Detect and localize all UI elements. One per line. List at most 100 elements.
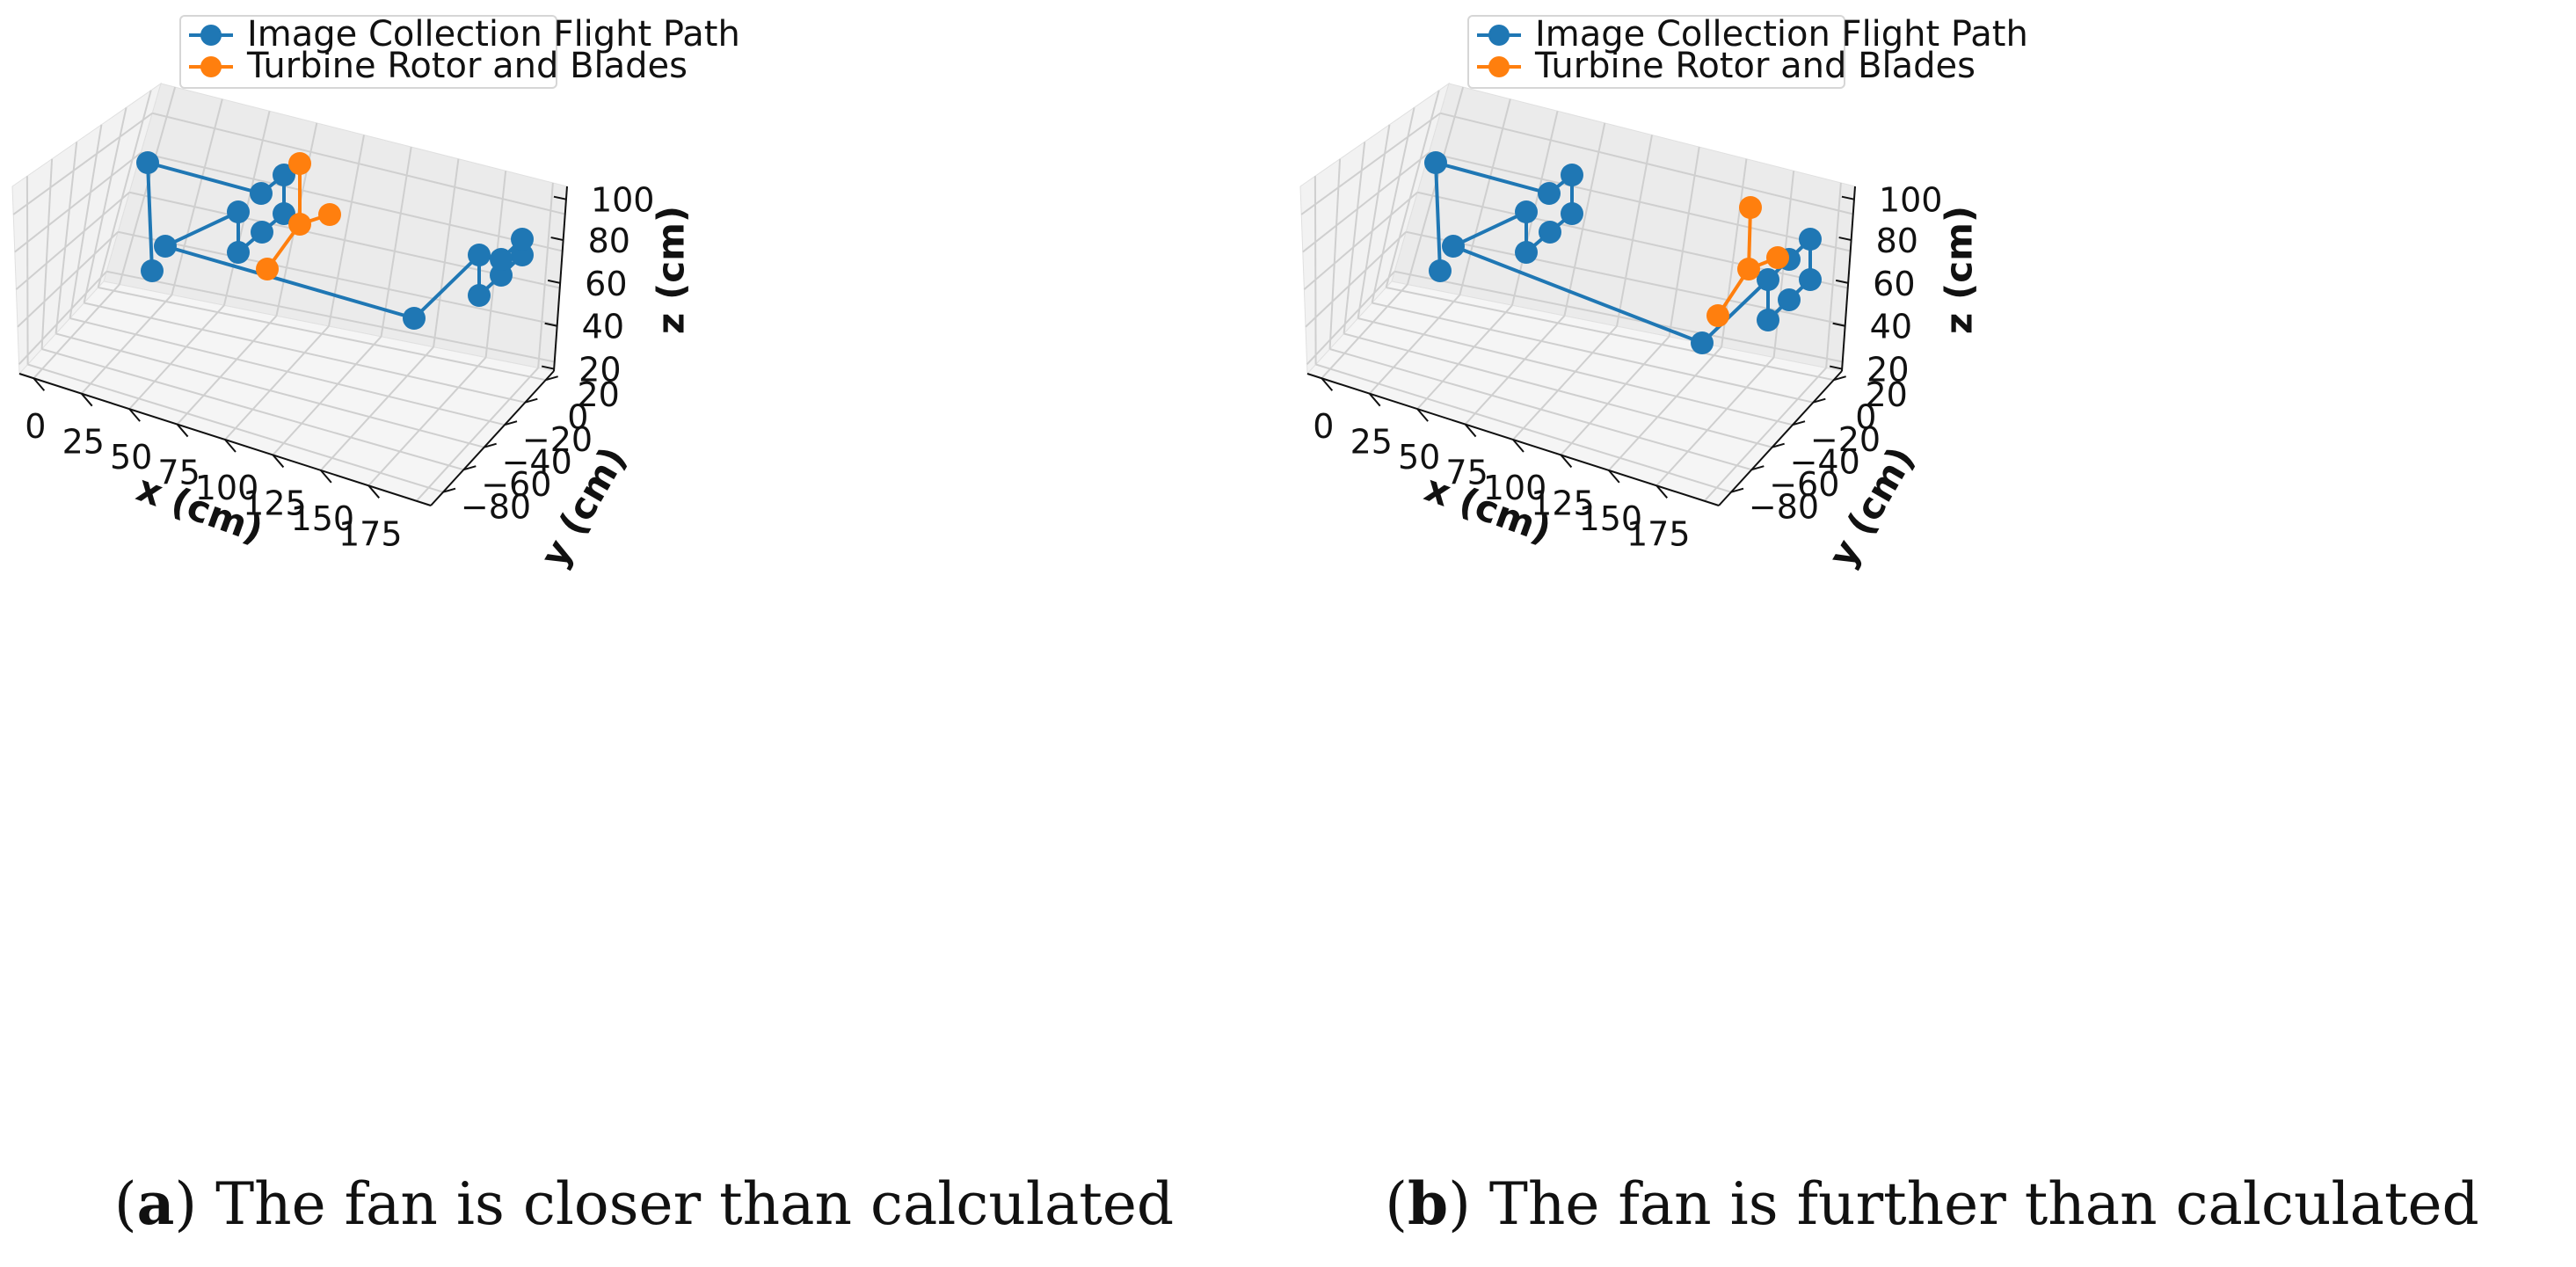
flight-path-segment-7 xyxy=(164,210,239,248)
grid-z-back-0 xyxy=(106,270,555,363)
y-tick-2 xyxy=(1792,420,1806,426)
z-tick-label-0: 20 xyxy=(1867,351,1909,390)
grid-z-left-2 xyxy=(15,191,130,290)
x-tick-label-4: 100 xyxy=(1483,469,1547,507)
grid-x-floor-0 xyxy=(33,283,120,379)
grid-y-wall-4 xyxy=(40,158,54,350)
flight-path-point-0 xyxy=(1424,151,1447,174)
grid-y-wall-1 xyxy=(1371,107,1415,303)
rotor-point-0 xyxy=(288,152,311,175)
panel-a: 0 25 50 75 100 125 150 175 x (cm) 20 0 −20 −40 −60 −80… xyxy=(11,14,1175,1238)
flight-path-point-10 xyxy=(468,244,491,266)
y-tick-label-0: 20 xyxy=(577,375,619,414)
y-tick-label-2: −20 xyxy=(1810,420,1881,459)
grid-x-wall-5 xyxy=(1668,146,1700,338)
grid-y-wall-0 xyxy=(97,90,152,288)
x-tick-label-3: 75 xyxy=(1445,454,1488,492)
flight-path-segment-1 xyxy=(1435,161,1550,195)
x-tick-label-6: 150 xyxy=(291,499,355,538)
z-axis-line xyxy=(553,186,568,372)
legend-label-0: Image Collection Flight Path xyxy=(1535,14,2028,55)
flight-path-point-7 xyxy=(227,200,250,223)
grid-z-back-4 xyxy=(152,112,565,215)
z-tick-label-2: 60 xyxy=(1873,265,1915,303)
y-tick-label-4: −60 xyxy=(1769,465,1839,504)
flight-path-point-8 xyxy=(1442,235,1465,258)
grid-x-floor-4 xyxy=(224,325,330,441)
grid-x-floor-2 xyxy=(1416,304,1513,410)
y-tick-label-3: −40 xyxy=(502,443,572,482)
z-tick-label-1: 40 xyxy=(582,308,624,346)
flight-path-point-8 xyxy=(154,235,177,258)
z-tick-0 xyxy=(1829,365,1843,370)
z-tick-3 xyxy=(550,237,564,242)
legend-marker-0 xyxy=(200,25,222,46)
grid-x-floor-6 xyxy=(320,346,434,471)
legend-box xyxy=(1467,15,1845,89)
z-tick-label-4: 100 xyxy=(591,181,655,220)
x-tick-label-5: 125 xyxy=(1531,484,1595,522)
grid-z-left-1 xyxy=(1305,231,1407,328)
grid-y-floor-3 xyxy=(55,332,484,448)
y-tick-label-1: 0 xyxy=(567,398,588,437)
grid-y-wall-2 xyxy=(69,124,103,319)
caption-b-label: b xyxy=(1407,1169,1449,1238)
grid-x-floor-8 xyxy=(1703,367,1827,502)
y-axis-line xyxy=(430,370,555,506)
y-tick-5 xyxy=(442,487,456,493)
grid-x-wall-4 xyxy=(1616,135,1653,327)
flight-path-point-0 xyxy=(136,151,159,174)
flight-path-point-5 xyxy=(251,221,273,244)
grid-y-floor-4 xyxy=(41,348,464,471)
grid-x-wall-8 xyxy=(537,182,554,368)
flight-path-point-2 xyxy=(250,182,273,205)
flight-path-point-12 xyxy=(1778,288,1801,311)
flight-path-point-6 xyxy=(1515,241,1538,264)
flight-path-point-3 xyxy=(1561,164,1583,186)
y-tick-label-3: −40 xyxy=(1790,443,1860,482)
x-tick-label-5: 125 xyxy=(243,484,307,522)
z-axis-label: z (cm) xyxy=(1938,206,1981,334)
caption-a-text: The fan is closer than calculated xyxy=(215,1170,1175,1238)
grid-x-floor-0 xyxy=(1321,283,1408,379)
grid-z-left-3 xyxy=(1302,151,1430,253)
grid-y-wall-5 xyxy=(25,176,29,365)
y-tick-label-4: −60 xyxy=(481,465,551,504)
flight-path-point-7 xyxy=(1515,200,1538,223)
grid-z-left-4 xyxy=(1300,112,1441,215)
y-tick-label-5: −80 xyxy=(1749,488,1819,527)
z-tick-2 xyxy=(547,279,561,284)
z-axis-line xyxy=(1841,186,1856,372)
grid-z-back-4 xyxy=(1440,112,1853,215)
z-tick-label-1: 40 xyxy=(1870,308,1912,346)
x-tick-7 xyxy=(367,484,381,499)
grid-y-floor-0 xyxy=(98,287,546,382)
grid-x-floor-7 xyxy=(1655,356,1775,487)
x-tick-label-1: 25 xyxy=(1350,423,1393,462)
x-tick-label-0: 0 xyxy=(25,407,46,446)
grid-x-floor-3 xyxy=(1464,315,1566,426)
grid-x-floor-4 xyxy=(1512,325,1618,441)
flight-path-segment-0 xyxy=(146,162,154,272)
grid-y-wall-2 xyxy=(1357,124,1391,319)
flight-path-segment-9 xyxy=(412,253,481,320)
x-tick-3 xyxy=(1464,423,1477,438)
flight-path-point-11 xyxy=(468,284,491,307)
grid-x-wall-5 xyxy=(380,146,412,338)
legend-label-0: Image Collection Flight Path xyxy=(247,14,740,55)
flight-path-point-11 xyxy=(1757,309,1779,331)
rotor-point-0 xyxy=(1739,196,1762,219)
grid-y-wall-1 xyxy=(83,107,127,303)
x-tick-label-2: 50 xyxy=(110,438,152,477)
x-tick-2 xyxy=(1416,408,1429,422)
flight-path-point-6 xyxy=(227,241,250,264)
flight-path-point-2 xyxy=(1538,182,1561,205)
grid-y-floor-4 xyxy=(1329,348,1752,471)
grid-y-wall-3 xyxy=(55,142,78,334)
grid-y-floor-2 xyxy=(1357,317,1794,426)
flight-path-point-4 xyxy=(1561,202,1583,225)
grid-z-left-1 xyxy=(17,231,119,328)
z-tick-4 xyxy=(553,195,567,200)
x-tick-4 xyxy=(224,439,236,453)
